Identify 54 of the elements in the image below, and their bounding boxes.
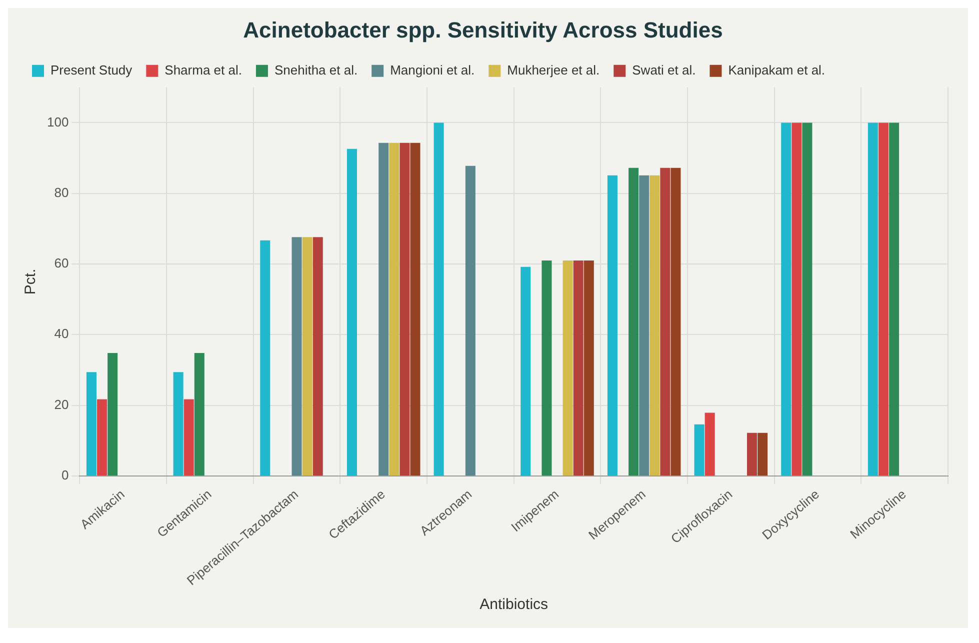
bar — [389, 142, 400, 476]
y-tick-label: 40 — [54, 326, 69, 342]
y-axis-title: Pct. — [22, 268, 40, 295]
bar — [520, 266, 531, 476]
legend-label: Swati et al. — [632, 62, 696, 78]
y-tick-label: 100 — [46, 114, 69, 130]
bar — [878, 122, 889, 476]
bar — [465, 166, 476, 476]
legend-label: Kanipakam et al. — [728, 62, 826, 78]
bar — [868, 122, 878, 476]
bar — [607, 175, 618, 476]
bar — [542, 260, 552, 476]
y-tick-label: 80 — [54, 184, 69, 200]
bar — [108, 353, 118, 476]
bar — [628, 168, 639, 476]
bar — [173, 372, 184, 476]
bar — [758, 432, 768, 476]
legend-label: Mangioni et al. — [390, 62, 475, 78]
bar — [346, 148, 357, 476]
bar — [434, 122, 444, 476]
bar — [694, 424, 704, 476]
y-tick-label: 0 — [61, 468, 69, 483]
bar — [292, 237, 302, 476]
y-tick-label: 20 — [54, 396, 69, 412]
bar — [562, 260, 573, 476]
bar — [86, 372, 96, 476]
bar — [660, 168, 670, 476]
bar — [378, 142, 389, 476]
bar — [97, 399, 108, 476]
bar — [184, 399, 194, 476]
x-axis-title: Antibiotics — [480, 596, 548, 614]
legend-label: Snehitha et al. — [274, 62, 358, 78]
bar — [410, 142, 420, 476]
bar — [573, 260, 584, 476]
bar — [792, 122, 802, 476]
bar — [302, 237, 312, 476]
bar — [747, 432, 758, 476]
bar — [670, 168, 681, 476]
bar — [312, 237, 323, 476]
legend-label: Mukherjee et al. — [507, 62, 600, 78]
chart-title: Acinetobacter spp. Sensitivity Across Studies — [243, 17, 723, 42]
bar — [650, 175, 660, 476]
bar — [194, 353, 204, 476]
legend-label: Present Study — [50, 62, 133, 78]
bar — [889, 122, 900, 476]
bar — [584, 260, 594, 476]
bar — [704, 412, 715, 476]
legend-label: Sharma et al. — [164, 62, 242, 78]
y-tick-label: 60 — [54, 256, 69, 271]
bar — [400, 142, 410, 476]
bar — [781, 122, 792, 476]
bar — [802, 122, 812, 476]
bar — [639, 175, 650, 476]
bar — [260, 240, 270, 476]
